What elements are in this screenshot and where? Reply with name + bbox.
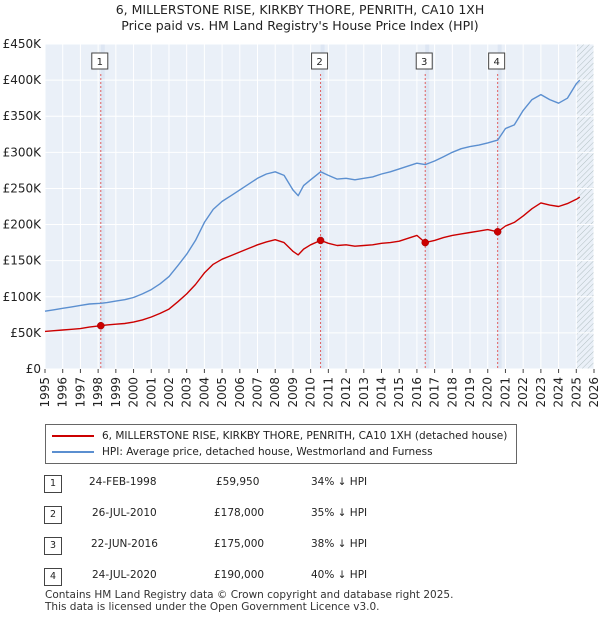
row-hpi: 38% ↓ HPI xyxy=(311,538,368,550)
row-price: £178,000 xyxy=(214,507,265,519)
legend-swatch-blue xyxy=(52,451,94,453)
legend-item-hpi: HPI: Average price, detached house, West… xyxy=(52,444,433,460)
x-tick-label: 2005 xyxy=(215,377,229,408)
footer-line-2: This data is licensed under the Open Gov… xyxy=(45,601,380,613)
row-date: 24-FEB-1998 xyxy=(89,476,157,488)
y-tick-label: £200K xyxy=(3,218,43,232)
y-tick-label: £350K xyxy=(3,109,43,123)
x-tick-label: 2015 xyxy=(392,377,406,408)
row-badge: 4 xyxy=(44,568,62,586)
x-tick-label: 2024 xyxy=(552,377,566,408)
x-tick-label: 2011 xyxy=(321,377,335,408)
row-hpi: 34% ↓ HPI xyxy=(311,476,368,488)
x-tick-label: 2013 xyxy=(357,377,371,408)
row-hpi: 35% ↓ HPI xyxy=(311,507,368,519)
sale-number-label: 2 xyxy=(316,57,322,68)
sale-point xyxy=(316,236,325,245)
row-badge: 3 xyxy=(44,537,62,555)
legend-item-property: 6, MILLERSTONE RISE, KIRKBY THORE, PENRI… xyxy=(52,428,507,444)
sale-number-box xyxy=(488,52,506,70)
sale-number-label: 4 xyxy=(493,57,499,68)
plot-area xyxy=(45,44,594,369)
row-price: £59,950 xyxy=(216,476,260,488)
sale-point xyxy=(421,238,429,247)
sale-number-box xyxy=(415,52,433,70)
x-tick-label: 2018 xyxy=(445,377,459,408)
sale-number-box xyxy=(311,52,329,70)
x-tick-label: 2023 xyxy=(534,377,548,408)
sale-number-box xyxy=(91,52,109,70)
legend: 6, MILLERSTONE RISE, KIRKBY THORE, PENRI… xyxy=(45,424,517,464)
footer-copyright: Contains HM Land Registry data © Crown c… xyxy=(45,589,453,613)
x-tick-label: 1995 xyxy=(38,377,52,408)
x-tick-label: 1997 xyxy=(73,377,87,408)
x-tick-label: 2022 xyxy=(516,377,530,408)
sale-band xyxy=(100,44,105,369)
sale-number-label: 1 xyxy=(97,57,103,68)
x-tick-label: 2007 xyxy=(251,377,265,408)
x-tick-label: 2008 xyxy=(268,377,282,408)
x-tick-label: 2009 xyxy=(286,377,300,408)
x-tick-label: 2026 xyxy=(587,377,600,408)
x-tick-label: 2016 xyxy=(410,377,424,408)
footer-line-1: Contains HM Land Registry data © Crown c… xyxy=(45,589,454,601)
x-tick-label: 2021 xyxy=(498,377,512,408)
x-tick-label: 1998 xyxy=(91,377,105,408)
x-tick-label: 1999 xyxy=(109,377,123,408)
x-tick-label: 2004 xyxy=(197,377,211,408)
row-date: 22-JUN-2016 xyxy=(91,538,158,550)
legend-swatch-red xyxy=(52,435,94,437)
row-badge: 2 xyxy=(44,506,62,524)
x-tick-label: 2006 xyxy=(233,377,247,408)
sale-band xyxy=(425,44,430,369)
sale-point xyxy=(493,228,502,236)
x-tick-label: 2003 xyxy=(180,377,194,408)
row-hpi: 40% ↓ HPI xyxy=(311,569,368,581)
row-price: £175,000 xyxy=(214,538,265,550)
y-tick-label: £50K xyxy=(10,326,42,340)
y-tick-label: £250K xyxy=(3,181,43,195)
x-tick-label: 2010 xyxy=(304,377,318,408)
x-tick-label: 2025 xyxy=(569,377,583,408)
y-tick-label: £300K xyxy=(3,145,43,159)
y-tick-label: £450K xyxy=(3,37,43,51)
chart-subtitle: Price paid vs. HM Land Registry's House … xyxy=(121,18,479,33)
x-tick-label: 2017 xyxy=(428,377,442,408)
legend-label-hpi: HPI: Average price, detached house, West… xyxy=(102,446,433,458)
x-tick-label: 2014 xyxy=(374,377,388,408)
sale-band xyxy=(320,44,325,369)
row-price: £190,000 xyxy=(214,569,265,581)
x-tick-label: 2000 xyxy=(127,377,141,408)
row-date: 26-JUL-2010 xyxy=(92,507,157,519)
y-tick-label: £0 xyxy=(26,362,41,376)
row-badge: 1 xyxy=(44,475,62,493)
y-tick-label: £100K xyxy=(3,290,43,304)
chart-title: 6, MILLERSTONE RISE, KIRKBY THORE, PENRI… xyxy=(115,2,485,17)
x-tick-label: 2020 xyxy=(481,377,495,408)
x-tick-label: 1996 xyxy=(56,377,70,408)
sale-number-label: 3 xyxy=(421,57,427,68)
x-tick-label: 2019 xyxy=(463,377,477,408)
y-tick-label: £400K xyxy=(3,73,43,87)
sale-point xyxy=(97,321,105,330)
y-tick-label: £150K xyxy=(3,254,43,268)
forecast-region xyxy=(576,44,594,369)
sale-band xyxy=(497,44,502,369)
x-tick-label: 2012 xyxy=(339,377,353,408)
price-chart: £0 £50K £100K £150K £200K £250K £300K £350K £400… xyxy=(3,37,600,408)
x-tick-label: 2002 xyxy=(162,377,176,408)
legend-label-property: 6, MILLERSTONE RISE, KIRKBY THORE, PENRI… xyxy=(102,430,508,442)
x-tick-label: 2001 xyxy=(144,377,158,408)
row-date: 24-JUL-2020 xyxy=(92,569,157,581)
series-line-hpi xyxy=(44,79,581,312)
